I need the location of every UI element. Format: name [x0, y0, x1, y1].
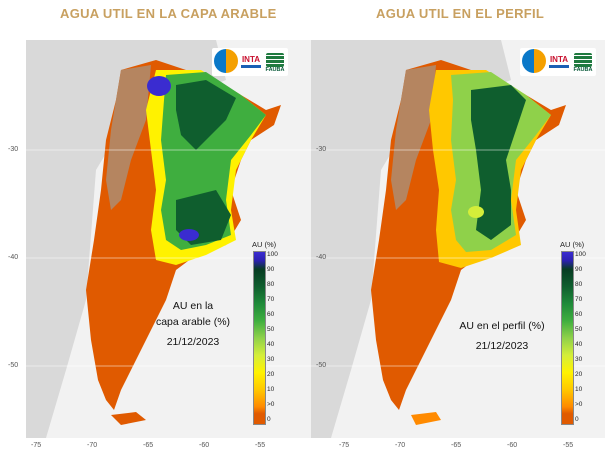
very-wet-zone-north — [176, 80, 236, 150]
andes-strip — [391, 65, 436, 210]
map-panel-left — [26, 40, 320, 438]
x-tick-right: -70 — [395, 442, 406, 449]
x-tick-left: -70 — [87, 442, 98, 449]
neighbor-countries — [26, 40, 226, 438]
saturated-zone-south — [179, 229, 199, 241]
logos-right: INTA FAUBA — [520, 48, 596, 76]
fauba-logo: FAUBA — [572, 49, 594, 73]
legend-colorbar-right — [561, 251, 574, 425]
tierra-del-fuego — [111, 412, 146, 425]
annotation-left: AU en la capa arable (%) 21/12/2023 — [155, 300, 231, 348]
neighbor-countries — [311, 40, 511, 438]
y-tick-left: -50 — [8, 362, 19, 369]
y-tick-right: -50 — [316, 362, 327, 369]
smn-logo-icon — [522, 49, 546, 73]
x-tick-right: -55 — [563, 442, 574, 449]
very-wet-zone — [471, 85, 526, 240]
y-tick-right: -40 — [316, 254, 327, 261]
saturated-zone-north — [147, 76, 171, 96]
fauba-logo: FAUBA — [264, 49, 286, 73]
panel-title-left: AGUA UTIL EN LA CAPA ARABLE — [60, 6, 277, 21]
smn-logo-icon — [214, 49, 238, 73]
x-tick-left: -65 — [143, 442, 154, 449]
logos-left: INTA FAUBA — [212, 48, 288, 76]
map-left-svg — [26, 40, 320, 438]
inta-logo: INTA — [240, 49, 262, 73]
x-tick-right: -75 — [339, 442, 350, 449]
annotation-right: AU en el perfil (%) 21/12/2023 — [459, 320, 545, 352]
panel-title-right: AGUA UTIL EN EL PERFIL — [376, 6, 545, 21]
x-tick-left: -55 — [255, 442, 266, 449]
x-tick-right: -60 — [507, 442, 518, 449]
andes-strip — [106, 65, 151, 210]
tierra-del-fuego — [411, 412, 441, 425]
y-tick-left: -30 — [8, 146, 19, 153]
moderate-patch — [468, 206, 484, 218]
x-tick-right: -65 — [451, 442, 462, 449]
inta-logo: INTA — [548, 49, 570, 73]
legend-colorbar-left — [253, 251, 266, 425]
map-panel-right — [311, 40, 605, 438]
x-tick-left: -60 — [199, 442, 210, 449]
x-tick-left: -75 — [31, 442, 42, 449]
y-tick-left: -40 — [8, 254, 19, 261]
legend-title-right: AU (%) — [560, 240, 585, 249]
map-right-svg — [311, 40, 605, 438]
legend-title-left: AU (%) — [252, 240, 277, 249]
y-tick-right: -30 — [316, 146, 327, 153]
